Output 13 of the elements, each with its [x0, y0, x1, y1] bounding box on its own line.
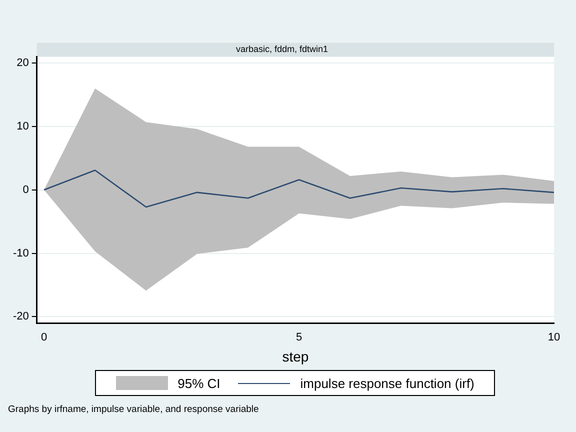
text: 95% CI [178, 376, 220, 390]
legend-label: impulse response function (irf) [300, 376, 474, 390]
x-tick-label: 10 [548, 332, 560, 344]
y-tick-label: 10 [16, 120, 29, 133]
x-tick-label: 0 [40, 332, 48, 344]
y-tick-label: -20 [12, 310, 29, 323]
text: Graphs by irfname, impulse variable, and response variable [8, 404, 259, 415]
x-tick-label: 5 [296, 332, 302, 344]
y-tick-label: -10 [12, 247, 29, 260]
y-tick-label: 20 [16, 57, 29, 70]
y-tick-label: 0 [22, 184, 29, 196]
x-axis-title: step [282, 348, 309, 364]
chart-title: varbasic, fddm, fdtwin1 [236, 44, 328, 54]
